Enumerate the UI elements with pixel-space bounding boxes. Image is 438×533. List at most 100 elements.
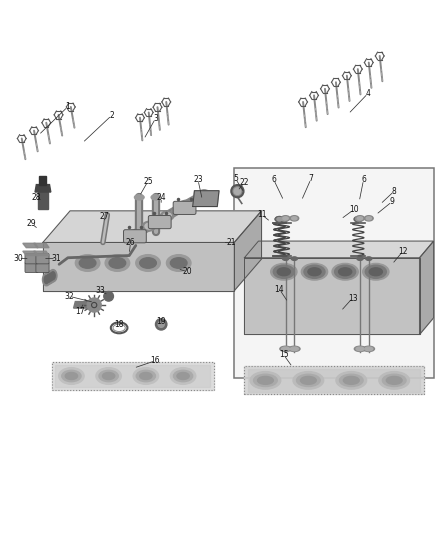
- Ellipse shape: [357, 217, 363, 220]
- Ellipse shape: [297, 374, 320, 386]
- Polygon shape: [34, 251, 49, 255]
- Ellipse shape: [173, 370, 193, 382]
- Ellipse shape: [62, 370, 81, 382]
- FancyBboxPatch shape: [173, 201, 196, 214]
- Ellipse shape: [301, 263, 328, 280]
- Polygon shape: [244, 258, 420, 334]
- Text: 16: 16: [151, 356, 160, 365]
- Polygon shape: [43, 243, 234, 290]
- Text: 20: 20: [183, 267, 192, 276]
- Text: 18: 18: [114, 320, 124, 329]
- Ellipse shape: [232, 185, 243, 197]
- Ellipse shape: [363, 346, 374, 351]
- Text: 31: 31: [51, 254, 61, 263]
- Text: 13: 13: [348, 294, 357, 303]
- Ellipse shape: [105, 255, 130, 271]
- Ellipse shape: [363, 263, 389, 280]
- Ellipse shape: [356, 216, 364, 221]
- Ellipse shape: [254, 374, 277, 386]
- Ellipse shape: [339, 374, 363, 386]
- Ellipse shape: [289, 346, 300, 351]
- Ellipse shape: [96, 368, 121, 384]
- Ellipse shape: [47, 271, 55, 283]
- Ellipse shape: [300, 376, 316, 384]
- Ellipse shape: [379, 372, 410, 389]
- Ellipse shape: [177, 373, 189, 379]
- Bar: [234, 168, 434, 378]
- Ellipse shape: [277, 217, 282, 221]
- Text: 3: 3: [153, 114, 158, 123]
- Ellipse shape: [49, 270, 57, 282]
- Ellipse shape: [79, 258, 96, 268]
- Circle shape: [104, 292, 113, 301]
- Text: 22: 22: [240, 178, 249, 187]
- Text: 15: 15: [279, 351, 289, 359]
- Text: 6: 6: [361, 175, 366, 184]
- Text: 33: 33: [95, 286, 105, 295]
- Ellipse shape: [364, 216, 373, 221]
- Text: 5: 5: [233, 174, 238, 183]
- Ellipse shape: [179, 200, 192, 210]
- Ellipse shape: [170, 258, 187, 268]
- Text: 4: 4: [365, 89, 371, 98]
- Ellipse shape: [281, 216, 290, 221]
- Ellipse shape: [365, 347, 373, 351]
- Ellipse shape: [356, 217, 360, 221]
- Polygon shape: [193, 191, 219, 206]
- Ellipse shape: [65, 373, 78, 379]
- Text: 23: 23: [193, 175, 203, 184]
- Text: 12: 12: [398, 247, 408, 256]
- Ellipse shape: [291, 257, 297, 260]
- Ellipse shape: [161, 211, 174, 221]
- Text: 9: 9: [389, 197, 395, 206]
- Ellipse shape: [45, 272, 53, 285]
- Circle shape: [87, 298, 101, 312]
- Ellipse shape: [382, 374, 406, 386]
- Ellipse shape: [365, 265, 386, 278]
- Ellipse shape: [142, 221, 155, 231]
- Polygon shape: [55, 365, 210, 387]
- Text: 6: 6: [271, 175, 276, 184]
- Ellipse shape: [182, 203, 190, 208]
- Ellipse shape: [234, 188, 241, 195]
- Text: 2: 2: [110, 111, 114, 120]
- Text: 14: 14: [275, 285, 284, 294]
- Ellipse shape: [354, 346, 366, 351]
- Ellipse shape: [109, 258, 126, 268]
- Polygon shape: [23, 251, 38, 255]
- Ellipse shape: [166, 255, 191, 271]
- Ellipse shape: [124, 232, 137, 241]
- Ellipse shape: [134, 195, 144, 200]
- Ellipse shape: [136, 255, 160, 271]
- Text: 17: 17: [75, 306, 85, 316]
- Ellipse shape: [136, 370, 155, 382]
- Ellipse shape: [46, 274, 51, 282]
- Polygon shape: [244, 366, 424, 394]
- Ellipse shape: [308, 268, 321, 276]
- Polygon shape: [248, 368, 420, 392]
- Text: 27: 27: [99, 212, 109, 221]
- Ellipse shape: [283, 217, 288, 220]
- Ellipse shape: [282, 347, 290, 351]
- Ellipse shape: [200, 192, 208, 198]
- Ellipse shape: [279, 216, 288, 222]
- Ellipse shape: [354, 216, 363, 222]
- Ellipse shape: [258, 376, 273, 384]
- Polygon shape: [38, 192, 48, 209]
- Polygon shape: [74, 302, 88, 308]
- Ellipse shape: [51, 272, 55, 280]
- Ellipse shape: [151, 195, 161, 200]
- FancyBboxPatch shape: [25, 253, 38, 264]
- Ellipse shape: [366, 217, 371, 220]
- FancyBboxPatch shape: [36, 262, 49, 273]
- Ellipse shape: [280, 346, 291, 351]
- Ellipse shape: [304, 265, 325, 278]
- FancyBboxPatch shape: [25, 262, 38, 273]
- Polygon shape: [234, 211, 261, 290]
- Text: 32: 32: [64, 292, 74, 301]
- Ellipse shape: [250, 372, 281, 389]
- Polygon shape: [244, 241, 434, 258]
- Text: 24: 24: [156, 193, 166, 202]
- Text: 10: 10: [349, 205, 359, 214]
- Ellipse shape: [75, 255, 100, 271]
